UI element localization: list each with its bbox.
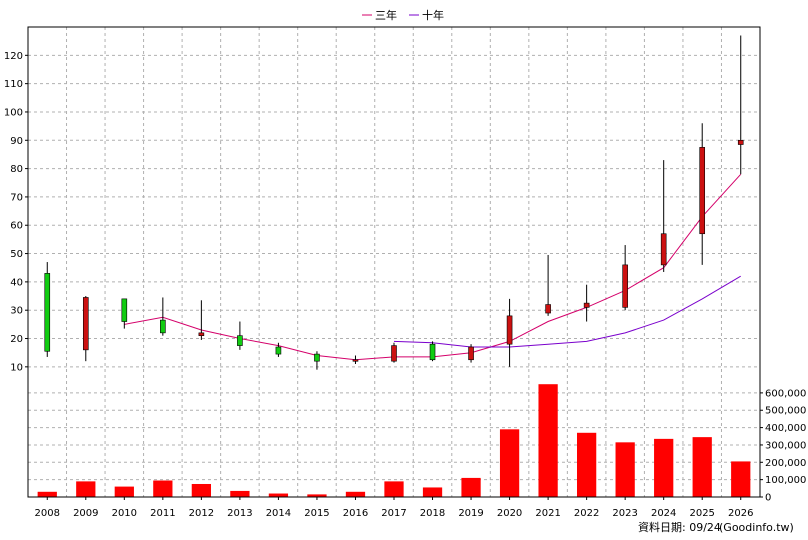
candle-body (622, 264, 628, 308)
volume-bar (153, 480, 173, 497)
year-tick-label: 2022 (574, 508, 599, 519)
volume-bars (37, 384, 751, 497)
moving-average-lines (124, 173, 742, 361)
plot-frame (27, 26, 761, 498)
price-tick-label: 70 (10, 192, 23, 203)
candle-body (583, 302, 590, 308)
year-tick-label: 2012 (189, 508, 214, 519)
price-tick-label: 10 (10, 362, 23, 373)
price-tick-label: 120 (4, 51, 23, 62)
year-tick-label: 2008 (35, 508, 60, 519)
price-tick-label: 60 (10, 221, 23, 232)
volume-bar (76, 481, 96, 497)
volume-bar (499, 429, 520, 497)
volume-bar (577, 432, 597, 497)
year-tick-label: 2024 (651, 508, 676, 519)
candle-body (660, 233, 667, 266)
volume-tick-label: 100,000 (765, 475, 806, 486)
footer-date-label: 資料日期: 09/24 (638, 520, 721, 534)
year-tick-label: 2025 (689, 508, 714, 519)
volume-bar (731, 461, 751, 497)
price-tick-label: 50 (10, 249, 23, 260)
candle-body (275, 346, 282, 355)
candle-body (699, 147, 706, 235)
volume-bar (268, 493, 289, 497)
series-line-3yr (124, 173, 742, 361)
candle-body (198, 332, 205, 336)
volume-bar (345, 491, 366, 497)
volume-tick-label: 300,000 (765, 440, 806, 451)
candle-body (160, 319, 166, 334)
candle-body (468, 346, 474, 361)
candle-body (545, 304, 551, 314)
candlesticks (44, 35, 744, 370)
volume-bar (384, 481, 404, 497)
volume-tick-label: 600,000 (765, 388, 806, 399)
volume-bar (230, 490, 250, 497)
candle-body (237, 335, 243, 346)
candle-body (82, 297, 89, 351)
volume-tick-label: 400,000 (765, 423, 806, 434)
volume-bar (615, 442, 635, 497)
volume-tick-label: 500,000 (765, 406, 806, 417)
year-tick-label: 2013 (227, 508, 252, 519)
volume-bar (538, 384, 558, 497)
legend-label-10yr: 十年 (422, 8, 444, 22)
year-tick-label: 2026 (728, 508, 753, 519)
volume-bar (37, 491, 57, 497)
candle-body (121, 298, 128, 322)
candle-body (737, 139, 744, 145)
volume-bar (114, 486, 134, 497)
footer-source-label: (Goodinfo.tw) (719, 521, 794, 534)
legend: 三年 十年 (362, 8, 444, 22)
year-tick-label: 2018 (420, 508, 445, 519)
year-tick-label: 2017 (381, 508, 406, 519)
volume-tick-label: 200,000 (765, 458, 806, 469)
year-tick-label: 2014 (266, 508, 291, 519)
year-tick-label: 2023 (612, 508, 637, 519)
volume-bar (692, 437, 712, 497)
axes: 10 20 30 40 50 60 70 80 90 100 110 120 0 100,000 200,0… (4, 51, 806, 519)
price-tick-label: 40 (10, 277, 23, 288)
price-tick-label: 20 (10, 334, 23, 345)
price-tick-label: 110 (4, 79, 23, 90)
candle-body (352, 359, 359, 362)
volume-bar (307, 494, 327, 497)
grid (28, 27, 760, 497)
price-tick-label: 90 (10, 136, 23, 147)
candle-body (429, 343, 436, 361)
year-tick-label: 2015 (304, 508, 329, 519)
year-tick-label: 2010 (112, 508, 137, 519)
plot-border (27, 26, 761, 498)
year-tick-label: 2021 (535, 508, 560, 519)
candle-body (506, 315, 513, 345)
year-tick-label: 2016 (343, 508, 368, 519)
price-tick-label: 80 (10, 164, 23, 175)
volume-bar (461, 477, 481, 497)
volume-bar (654, 438, 674, 497)
candle-body (391, 345, 397, 362)
year-tick-label: 2011 (150, 508, 175, 519)
volume-tick-label: 0 (765, 493, 771, 504)
price-tick-label: 30 (10, 306, 23, 317)
series-line-10yr (393, 275, 741, 348)
volume-bar (191, 483, 211, 497)
price-tick-label: 100 (4, 107, 23, 118)
volume-bar (422, 487, 443, 497)
year-tick-label: 2019 (458, 508, 483, 519)
legend-label-3yr: 三年 (375, 8, 397, 22)
year-tick-label: 2020 (497, 508, 522, 519)
year-tick-label: 2009 (73, 508, 98, 519)
candle-body (44, 273, 51, 352)
candle-body (314, 353, 320, 362)
